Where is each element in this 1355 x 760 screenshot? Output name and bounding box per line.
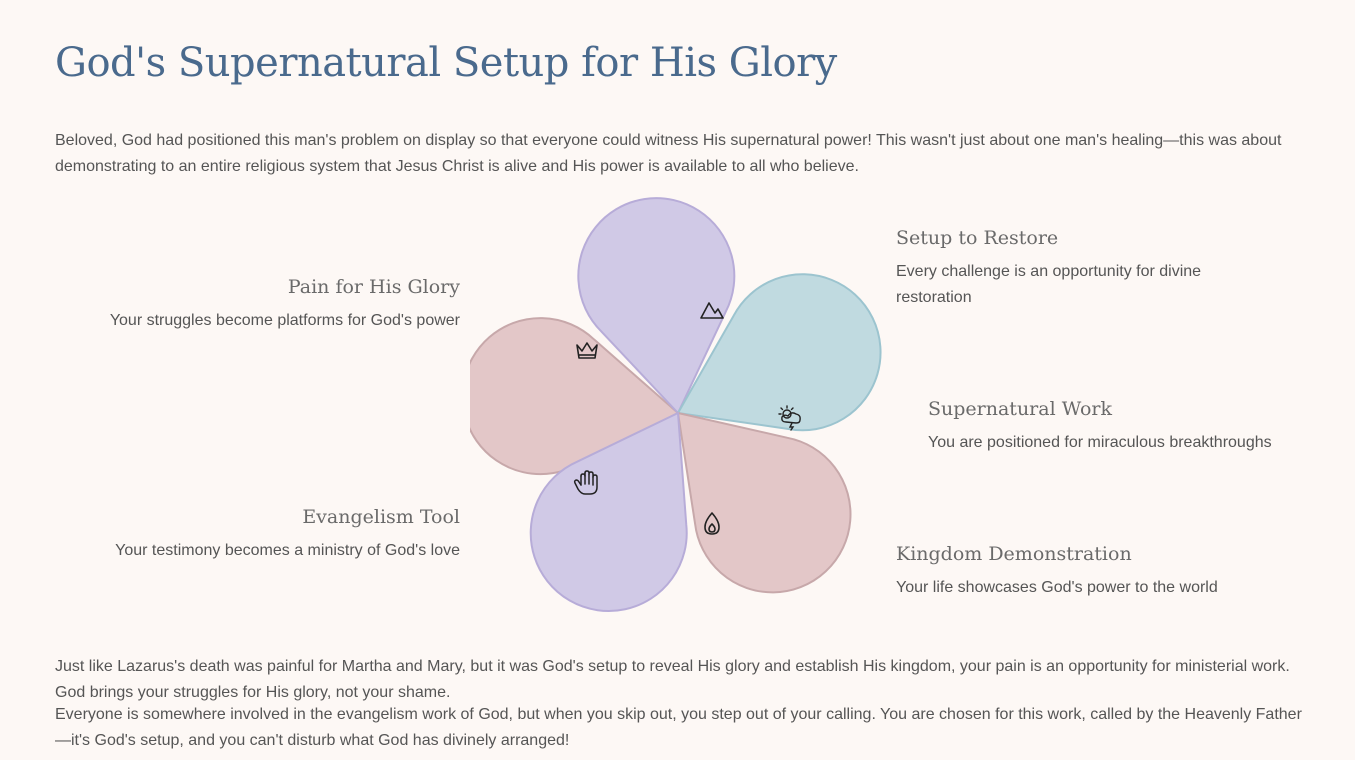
item-title: Pain for His Glory bbox=[287, 276, 460, 298]
outro-paragraph-2: Everyone is somewhere involved in the ev… bbox=[55, 706, 1302, 749]
item-pain-for-his-glory: Pain for His Glory Your struggles become… bbox=[40, 276, 460, 334]
intro-paragraph: Beloved, God had positioned this man's p… bbox=[55, 132, 1282, 175]
sun-storm-icon bbox=[778, 405, 801, 431]
item-text: Your struggles become platforms for God'… bbox=[109, 312, 460, 329]
item-evangelism-tool: Evangelism Tool Your testimony becomes a… bbox=[40, 506, 460, 564]
item-kingdom-demonstration: Kingdom Demonstration Your life showcase… bbox=[896, 543, 1296, 601]
petal-pain bbox=[470, 317, 680, 476]
crown-icon bbox=[576, 342, 598, 359]
item-text: Your testimony becomes a ministry of God… bbox=[115, 542, 460, 559]
petal-restore bbox=[577, 197, 736, 415]
item-text: You are positioned for miraculous breakt… bbox=[928, 434, 1272, 451]
item-text: Your life showcases God's power to the w… bbox=[896, 579, 1218, 596]
outro-paragraph-1: Just like Lazarus's death was painful fo… bbox=[55, 658, 1290, 701]
petal-supernatural bbox=[676, 273, 882, 432]
item-title: Setup to Restore bbox=[896, 227, 1059, 249]
petal-kingdom bbox=[676, 411, 852, 594]
flame-icon bbox=[704, 512, 720, 535]
item-title: Evangelism Tool bbox=[302, 506, 460, 528]
item-setup-to-restore: Setup to Restore Every challenge is an o… bbox=[896, 227, 1236, 311]
petal-evangelism bbox=[529, 411, 688, 612]
item-title: Kingdom Demonstration bbox=[896, 543, 1132, 565]
page-title: God's Supernatural Setup for His Glory bbox=[55, 40, 837, 86]
item-title: Supernatural Work bbox=[928, 398, 1112, 420]
hand-icon bbox=[573, 470, 598, 495]
item-text: Every challenge is an opportunity for di… bbox=[896, 263, 1202, 306]
mountain-icon bbox=[700, 302, 724, 319]
petal-diagram bbox=[470, 197, 882, 612]
item-supernatural-work: Supernatural Work You are positioned for… bbox=[928, 398, 1328, 456]
